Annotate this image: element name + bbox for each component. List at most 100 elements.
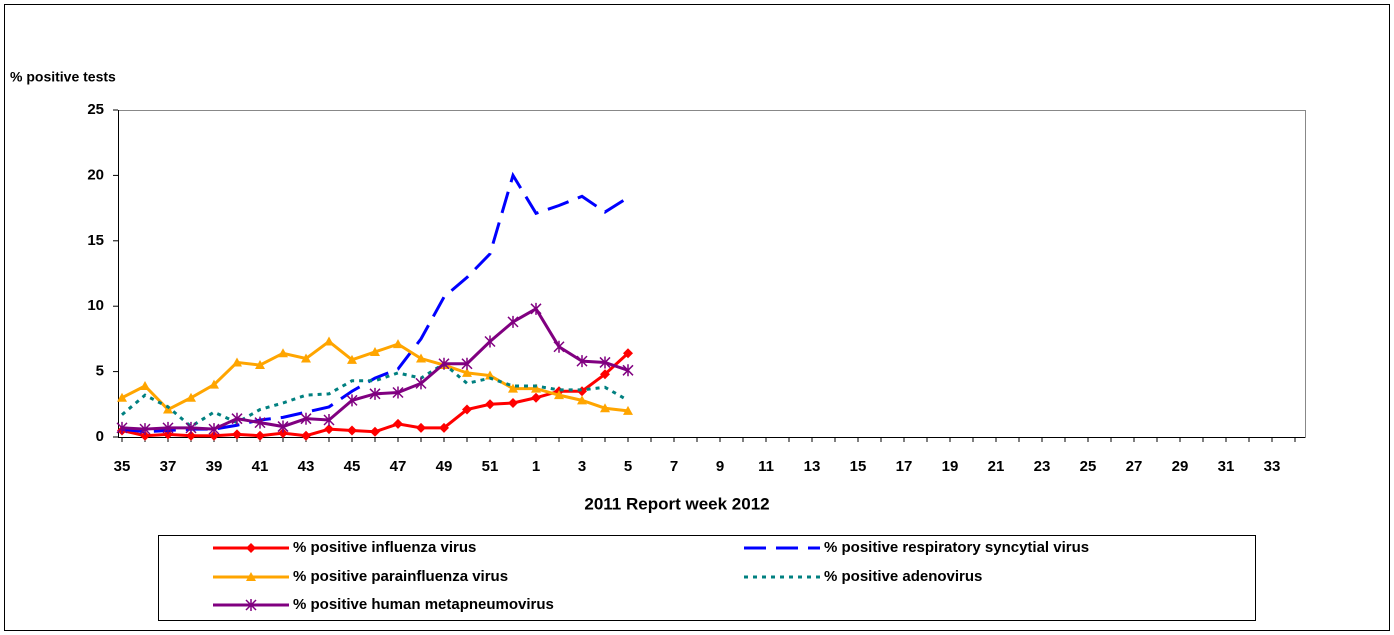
y-tick-label: 20 [87, 166, 104, 183]
marker [576, 355, 588, 368]
marker [531, 383, 541, 393]
x-tick-label: 19 [942, 458, 959, 475]
y-axis-label: % positive tests [10, 69, 116, 85]
x-tick-label: 9 [716, 458, 724, 475]
marker [324, 424, 334, 435]
x-tick-label: 13 [804, 458, 821, 475]
x-tick-label: 51 [482, 458, 499, 475]
marker [347, 425, 357, 436]
marker [346, 394, 358, 407]
marker [140, 430, 150, 441]
y-tick-label: 10 [87, 297, 104, 314]
marker [462, 367, 472, 377]
marker [209, 430, 219, 441]
marker [530, 302, 542, 315]
marker [140, 380, 150, 390]
marker [622, 364, 634, 377]
marker [246, 543, 256, 553]
marker [370, 346, 380, 356]
y-tick-label: 25 [87, 101, 104, 118]
y-tick-label: 15 [87, 232, 104, 249]
marker [553, 340, 565, 353]
marker [623, 348, 633, 359]
x-tick-label: 7 [670, 458, 678, 475]
marker [508, 383, 518, 393]
marker [186, 392, 196, 402]
marker [416, 422, 426, 433]
marker [232, 429, 242, 440]
marker [116, 421, 128, 434]
marker [185, 421, 197, 434]
marker [439, 422, 449, 433]
legend-label: % positive adenovirus [824, 568, 982, 585]
marker [255, 430, 265, 441]
x-tick-label: 41 [252, 458, 269, 475]
marker [507, 315, 519, 328]
marker [323, 413, 335, 426]
marker [370, 426, 380, 437]
marker [245, 599, 257, 611]
marker [186, 430, 196, 441]
marker [600, 369, 610, 380]
x-tick-label: 31 [1218, 458, 1235, 475]
marker [577, 395, 587, 405]
x-tick-label: 47 [390, 458, 407, 475]
x-tick-label: 49 [436, 458, 453, 475]
marker [485, 370, 495, 380]
marker [461, 357, 473, 370]
plot-area [118, 110, 1306, 438]
x-tick-label: 5 [624, 458, 632, 475]
marker [301, 353, 311, 363]
marker [231, 412, 243, 425]
x-tick-label: 35 [114, 458, 131, 475]
marker [278, 348, 288, 358]
marker [163, 404, 173, 414]
x-tick-label: 1 [532, 458, 540, 475]
marker [599, 356, 611, 369]
marker [277, 420, 289, 433]
x-tick-label: 43 [298, 458, 315, 475]
marker [162, 421, 174, 434]
x-tick-label: 23 [1034, 458, 1051, 475]
marker [208, 423, 220, 436]
legend-label: % positive human metapneumovirus [293, 596, 554, 613]
x-tick-label: 17 [896, 458, 913, 475]
marker [416, 353, 426, 363]
series-line [121, 361, 629, 429]
x-tick-label: 33 [1264, 458, 1281, 475]
marker [393, 339, 403, 349]
marker [347, 354, 357, 364]
marker [393, 418, 403, 429]
marker [623, 405, 633, 415]
marker [301, 430, 311, 441]
x-tick-label: 37 [160, 458, 177, 475]
marker [255, 360, 265, 370]
marker [209, 379, 219, 389]
x-tick-label: 45 [344, 458, 361, 475]
marker [254, 416, 266, 429]
x-tick-label: 11 [758, 458, 774, 475]
x-tick-label: 21 [988, 458, 1005, 475]
marker [600, 403, 610, 413]
marker [438, 357, 450, 370]
marker [554, 390, 564, 400]
x-tick-label: 25 [1080, 458, 1097, 475]
marker [324, 336, 334, 346]
marker [139, 423, 151, 436]
x-tick-label: 39 [206, 458, 223, 475]
legend-label: % positive parainfluenza virus [293, 568, 508, 585]
marker [415, 377, 427, 390]
y-tick-label: 0 [96, 428, 104, 445]
x-axis-label: 2011 Report week 2012 [584, 494, 769, 513]
legend-label: % positive influenza virus [293, 539, 476, 556]
marker [392, 386, 404, 399]
marker [369, 387, 381, 400]
marker [117, 392, 127, 402]
marker [531, 392, 541, 403]
y-tick-label: 5 [96, 363, 104, 380]
x-tick-label: 3 [578, 458, 586, 475]
marker [300, 412, 312, 425]
marker [485, 399, 495, 410]
x-tick-label: 27 [1126, 458, 1143, 475]
